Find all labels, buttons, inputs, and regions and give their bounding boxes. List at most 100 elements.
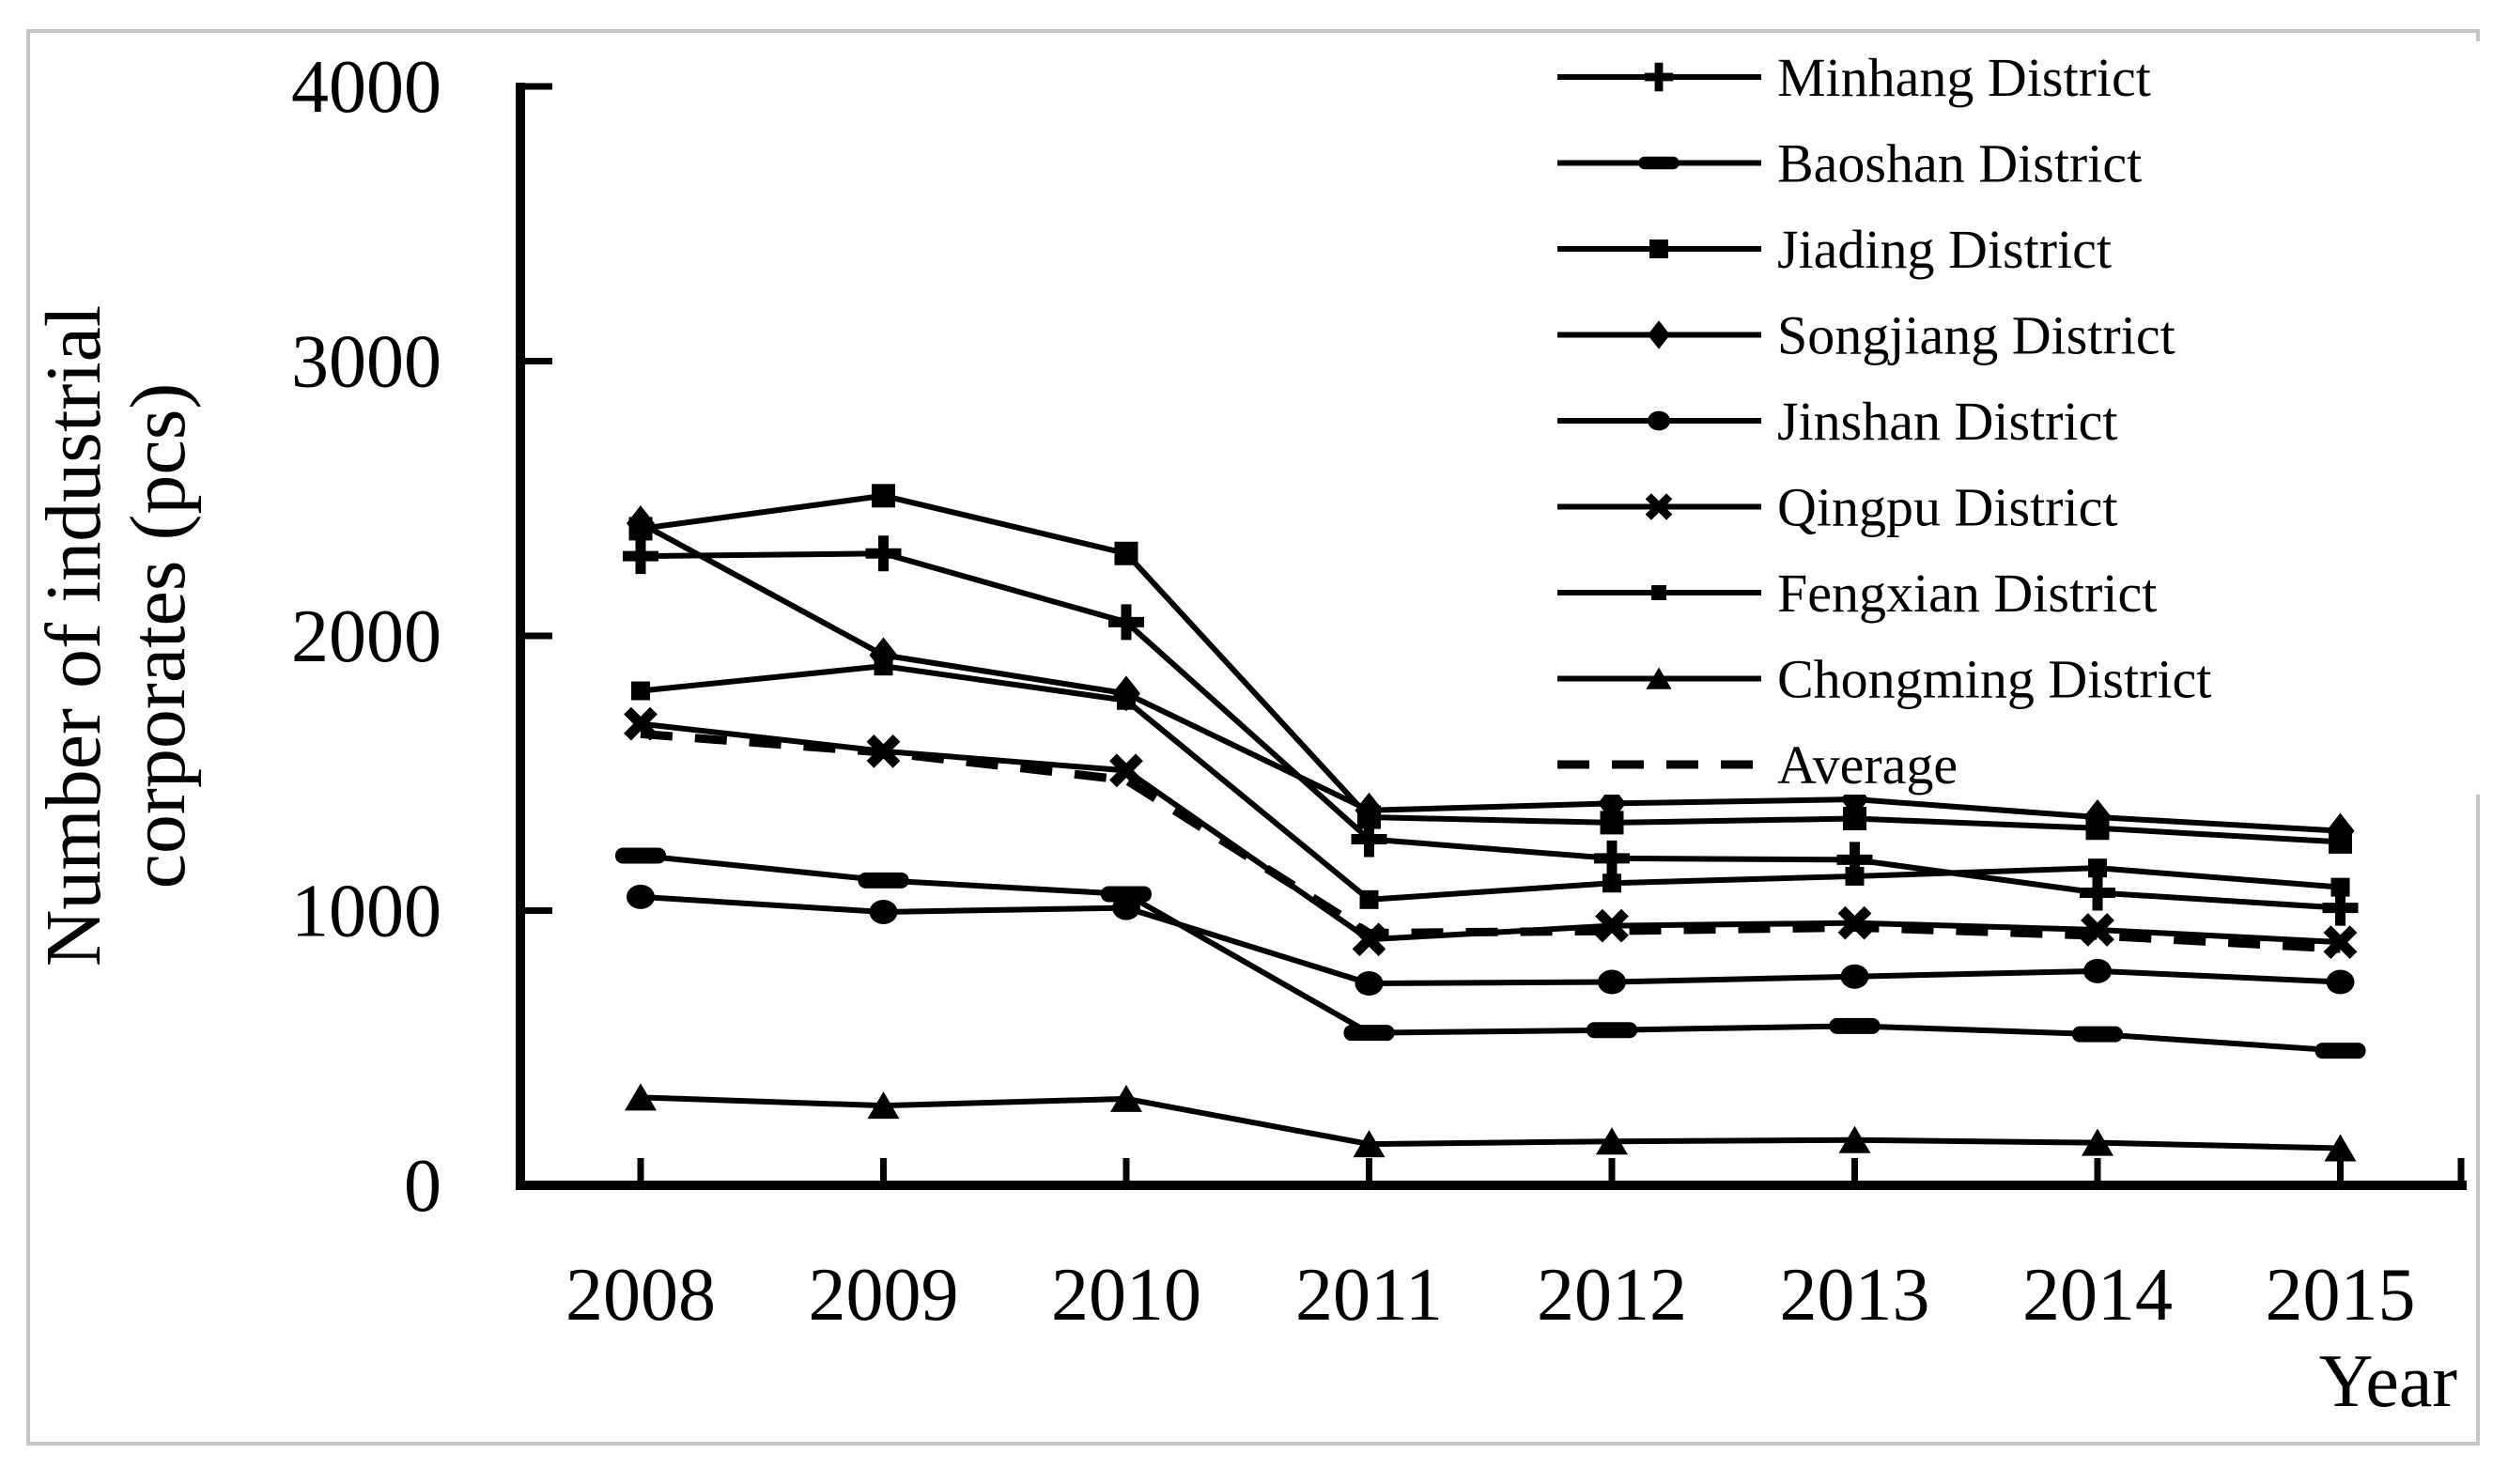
legend-label-jiading-district: Jiading District [1777,219,2112,280]
small-square-marker [1845,866,1865,886]
series-minhang-district [623,535,2359,926]
circle-marker [869,899,898,924]
series-chongming-district [625,1083,2357,1162]
legend-label-qingpu-district: Qingpu District [1777,477,2117,538]
x-marker [2323,925,2358,960]
wide-dash-marker [615,847,666,864]
small-square-marker [1359,889,1379,909]
diamond-marker [1648,320,1670,349]
legend-label-songjiang-district: Songjiang District [1777,305,2175,366]
triangle-marker [625,1083,657,1111]
small-square-marker [1651,585,1666,600]
square-marker [872,484,895,508]
series-line-jiading-district [640,492,2341,845]
series-line-minhang-district [640,550,2341,911]
legend-item-baoshan-district: Baoshan District [1557,133,2142,194]
y-axis-title-line2: corporates (pcs) [115,383,202,889]
circle-marker [2083,958,2112,983]
x-tick-label: 2012 [1537,1254,1687,1337]
legend-label-fengxian-district: Fengxian District [1777,563,2157,624]
wide-dash-marker [858,872,909,889]
plus-marker [1644,62,1674,92]
legend-item-qingpu-district: Qingpu District [1557,477,2117,538]
triangle-marker [1838,1125,1871,1153]
y-tick-label: 3000 [291,321,441,404]
wide-dash-marker [1638,156,1680,170]
wide-dash-marker [2072,1026,2123,1043]
series-line-chongming-district [640,1094,2341,1152]
series-jiading-district [628,484,2352,854]
legend-item-jinshan-district: Jinshan District [1557,391,2117,452]
legend-item-chongming-district: Chongming District [1557,649,2211,710]
square-marker [1114,541,1138,565]
triangle-marker [1353,1130,1386,1158]
legend-item-minhang-district: Minhang District [1557,47,2151,108]
y-tick-label: 1000 [291,871,441,953]
y-tick-label: 0 [404,1145,441,1228]
x-marker [1109,753,1143,788]
triangle-marker [1596,1127,1628,1155]
y-axis-title-line1: Number of industrial [30,305,117,967]
circle-marker [1355,971,1384,997]
legend-label-minhang-district: Minhang District [1777,47,2151,108]
legend-item-fengxian-district: Fengxian District [1557,563,2157,624]
small-square-marker [2330,877,2350,897]
wide-dash-marker [2314,1043,2366,1059]
series-baoshan-district [615,847,2366,1059]
series-line-average [640,729,2341,953]
small-square-marker [1602,873,1621,893]
x-tick-label: 2014 [2022,1254,2173,1337]
plus-marker [1594,840,1630,876]
legend-label-average: Average [1777,734,1958,796]
triangle-marker [2082,1128,2113,1156]
legend: Minhang District Baoshan District Jiading … [1546,41,2482,796]
plus-marker [623,538,658,575]
circle-marker [2326,969,2355,995]
circle-marker [1112,895,1140,920]
plus-marker [1108,604,1144,641]
wide-dash-marker [1101,886,1152,903]
legend-item-average: Average [1557,734,1958,796]
x-tick-label: 2008 [565,1254,716,1337]
triangle-marker [867,1091,900,1120]
legend-item-jiading-district: Jiading District [1557,219,2112,280]
series-line-baoshan-district [640,853,2341,1054]
small-square-marker [2088,858,2107,878]
legend-label-jinshan-district: Jinshan District [1777,391,2117,452]
y-tick-label: 2000 [291,595,441,678]
wide-dash-marker [1829,1017,1881,1034]
legend-item-songjiang-district: Songjiang District [1557,305,2175,366]
legend-label-chongming-district: Chongming District [1777,649,2211,710]
x-tick-label: 2013 [1780,1254,1930,1337]
square-marker [1649,240,1668,258]
series-average [640,729,2341,953]
diamond-marker [2326,812,2355,849]
small-square-marker [631,681,650,701]
series-fengxian-district [631,657,2350,909]
plus-marker [2080,874,2115,911]
y-tick-label: 4000 [291,46,441,129]
circle-marker [627,884,655,909]
series-line-fengxian-district [640,663,2341,903]
triangle-marker [1646,667,1672,689]
plus-marker [865,535,902,572]
x-tick-label: 2010 [1051,1254,1201,1337]
series-line-songjiang-district [639,520,2341,834]
x-tick-label: 2015 [2266,1254,2416,1337]
circle-marker [1648,410,1670,431]
small-square-marker [1117,690,1136,710]
circle-marker [1598,969,1626,995]
diamond-marker [627,505,655,542]
x-marker [1645,493,1673,520]
diamond-marker [1355,792,1384,828]
x-tick-label: 2011 [1295,1254,1443,1337]
legend-label-baoshan-district: Baoshan District [1777,133,2142,194]
wide-dash-marker [1343,1025,1395,1042]
series-line-jinshan-district [640,893,2341,987]
x-tick-label: 2009 [809,1254,959,1337]
triangle-marker [2324,1134,2357,1162]
diamond-marker [2083,799,2112,836]
small-square-marker [874,657,893,676]
